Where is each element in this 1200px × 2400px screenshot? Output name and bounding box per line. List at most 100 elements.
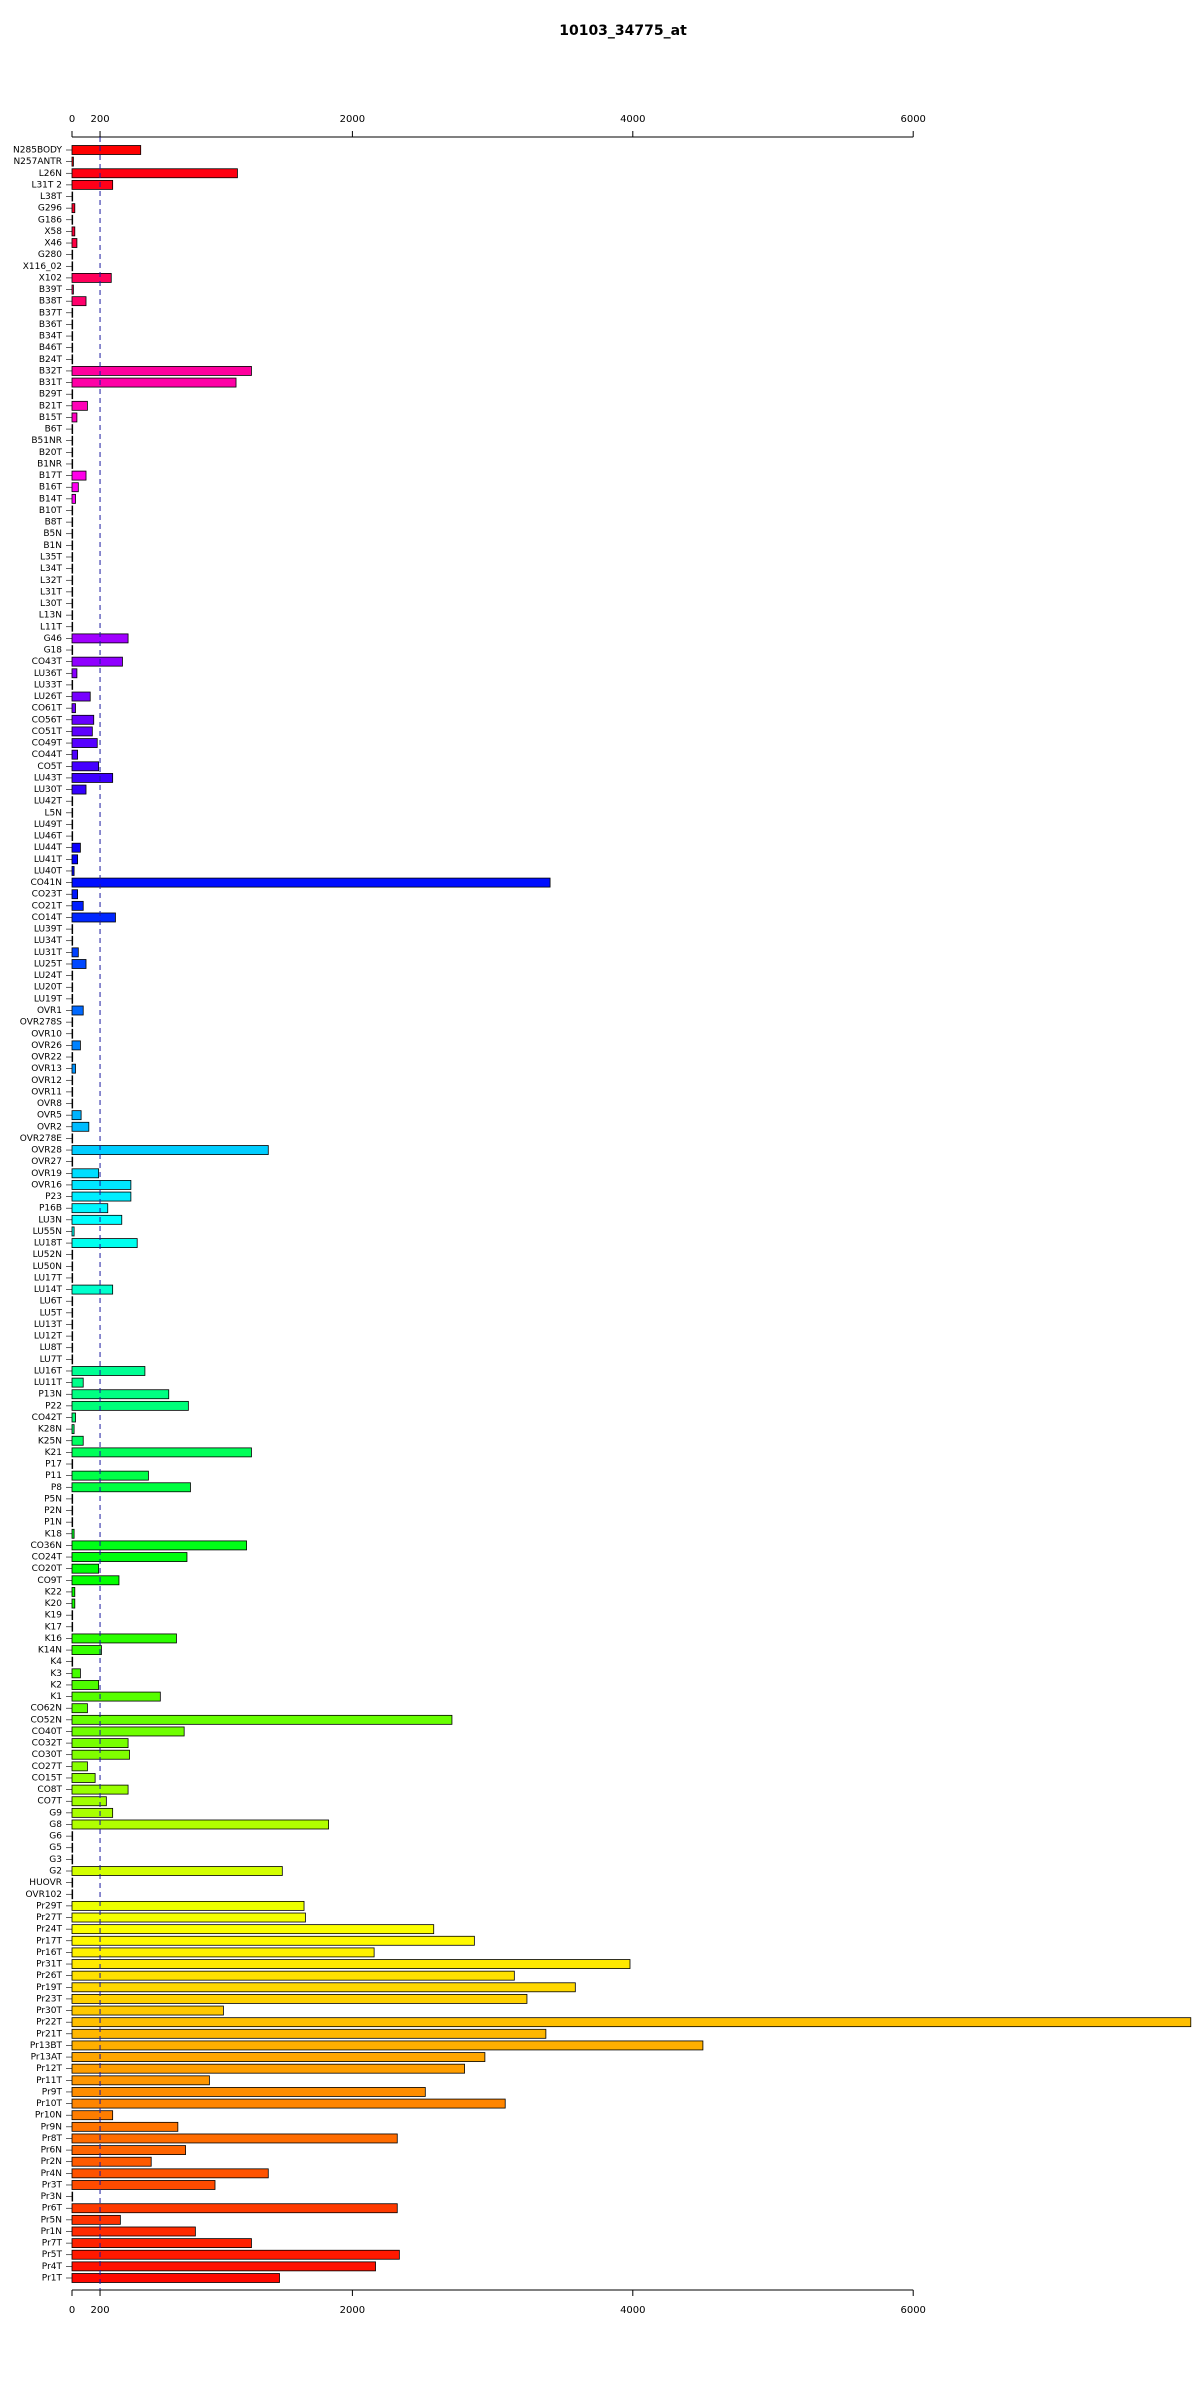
bar — [71, 400, 88, 411]
y-tick-label: OVR27 — [31, 1157, 62, 1167]
bar — [71, 1668, 81, 1679]
y-tick-label: OVR11 — [31, 1087, 62, 1097]
y-tick-label: LU11T — [34, 1378, 63, 1388]
bar — [71, 1587, 76, 1597]
bar — [71, 1621, 74, 1632]
y-tick-label: X58 — [44, 227, 62, 237]
y-tick-label: K17 — [45, 1622, 62, 1632]
bar — [71, 831, 74, 841]
bar — [71, 1284, 114, 1295]
y-tick-label: Pr7T — [42, 2239, 63, 2249]
bar — [71, 796, 74, 807]
y-tick-label: Pr17T — [36, 1936, 62, 1946]
bar — [71, 1935, 475, 1946]
x-tick-label: 0 — [69, 114, 75, 125]
bar — [71, 1773, 96, 1783]
bar — [71, 2238, 252, 2249]
y-tick-label: L32T — [40, 576, 62, 586]
bar — [71, 2273, 280, 2283]
x-tick-label: 0 — [69, 2305, 75, 2316]
y-tick-label: B8T — [45, 518, 63, 528]
bar — [71, 331, 74, 341]
bar — [71, 1052, 74, 1062]
y-tick-label: K3 — [50, 1669, 62, 1679]
y-tick-label: OVR1 — [37, 1006, 62, 1016]
y-tick-label: OVR278E — [20, 1134, 63, 1144]
y-tick-label: CO42T — [32, 1413, 63, 1423]
y-tick-label: CO51T — [32, 727, 63, 737]
y-tick-label: OVR2 — [37, 1122, 62, 1132]
bar — [71, 366, 252, 376]
bar — [71, 1424, 75, 1435]
bar — [71, 1947, 375, 1958]
y-tick-label: Pr8T — [42, 2134, 63, 2144]
bar — [71, 2087, 426, 2097]
y-tick-label: LU52N — [33, 1250, 62, 1260]
y-tick-label: LU39T — [34, 925, 63, 935]
y-tick-label: CO7T — [37, 1797, 62, 1807]
bar — [71, 1249, 74, 1260]
bar — [71, 1238, 138, 1248]
bar — [71, 621, 74, 632]
bar — [71, 784, 87, 795]
bar — [71, 447, 74, 458]
bar — [71, 2168, 269, 2179]
y-tick-label: L31T — [40, 587, 62, 597]
y-tick-label: B24T — [39, 355, 63, 365]
y-tick-label: P17 — [45, 1460, 62, 1470]
y-tick-label: Pr2N — [41, 2157, 62, 2167]
y-tick-label: G46 — [44, 634, 63, 644]
y-tick-label: OVR13 — [31, 1064, 62, 1074]
bar — [71, 1319, 74, 1330]
bar — [71, 2180, 216, 2190]
y-tick-label: B20T — [39, 448, 63, 458]
bar — [71, 912, 116, 923]
y-tick-label: B16T — [39, 483, 63, 493]
y-tick-label: K19 — [45, 1611, 63, 1621]
y-tick-label: X46 — [44, 239, 62, 249]
bar — [71, 203, 76, 214]
y-tick-label: LU42T — [34, 797, 63, 807]
y-tick-label: OVR22 — [31, 1053, 62, 1063]
y-tick-label: P13N — [38, 1390, 62, 1400]
bar — [71, 761, 100, 772]
y-tick-label: B31T — [39, 378, 63, 388]
y-tick-label: P11 — [45, 1471, 62, 1481]
bar — [71, 1040, 81, 1051]
bar — [71, 1435, 84, 1446]
y-tick-label: G18 — [44, 646, 63, 656]
y-tick-label: Pr13AT — [31, 2053, 63, 2063]
bar — [71, 296, 87, 307]
bar — [71, 1482, 191, 1493]
bar — [71, 877, 551, 888]
y-tick-label: CO8T — [37, 1785, 62, 1795]
bar — [71, 2110, 114, 2121]
bar — [71, 866, 75, 876]
y-tick-label: B10T — [39, 506, 63, 516]
bar — [71, 1924, 435, 1935]
y-tick-label: LU34T — [34, 936, 63, 946]
bar — [71, 505, 74, 516]
bar — [71, 2075, 210, 2086]
bar — [71, 1982, 576, 1993]
bar — [71, 238, 78, 248]
bar — [71, 1900, 305, 1911]
bar — [71, 970, 74, 981]
y-tick-label: Pr6N — [41, 2146, 62, 2156]
y-tick-label: CO44T — [32, 750, 63, 760]
bar — [71, 470, 87, 481]
bar — [71, 1203, 109, 1214]
bar — [71, 610, 74, 621]
y-tick-label: LU19T — [34, 994, 63, 1004]
bar — [71, 1889, 74, 1900]
y-tick-label: OVR16 — [31, 1180, 62, 1190]
bar — [71, 2145, 186, 2155]
bar — [71, 703, 76, 714]
bar — [71, 738, 98, 748]
y-tick-label: P1N — [44, 1518, 62, 1528]
bar — [71, 1866, 283, 1876]
y-tick-label: LU36T — [34, 669, 63, 679]
y-tick-label: OVR5 — [37, 1111, 62, 1121]
y-tick-label: B29T — [39, 390, 63, 400]
x-tick-label: 200 — [90, 2305, 109, 2316]
